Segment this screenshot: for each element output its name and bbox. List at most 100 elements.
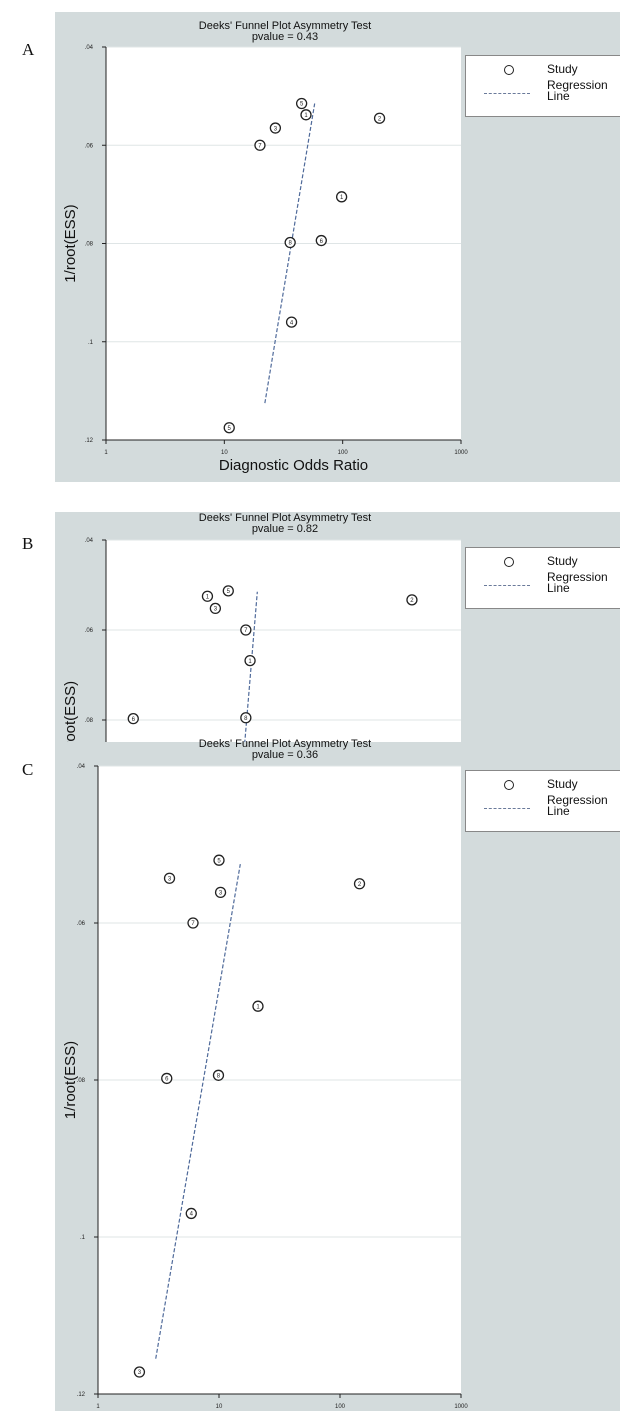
legend-study-label: Study	[547, 554, 578, 568]
study-marker	[163, 872, 176, 884]
x-tick-label: 10	[216, 1404, 223, 1410]
y-tick-label: .1	[88, 340, 94, 346]
study-label: 6	[132, 717, 136, 723]
study-point: 8	[212, 1069, 225, 1081]
y-tick-label: .04	[85, 538, 94, 544]
study-point: 5	[295, 97, 308, 110]
study-marker	[295, 97, 308, 110]
study-point: 1	[201, 590, 214, 602]
legend-regression-line	[484, 93, 530, 94]
study-point: 8	[284, 236, 296, 249]
x-tick-label: 1	[96, 1404, 100, 1410]
legend-regression-label: Regression Line	[547, 793, 608, 818]
plot-title: Deeks' Funnel Plot Asymmetry Test pvalue…	[135, 21, 435, 43]
study-marker	[201, 590, 214, 602]
study-point: 1	[335, 191, 348, 203]
y-axis-label: 1/root(ESS)	[62, 681, 79, 759]
regression-line	[264, 103, 316, 404]
study-label: 3	[274, 126, 278, 132]
study-point: 2	[353, 878, 366, 890]
regression-line	[233, 591, 258, 876]
title-line-1: Deeks' Funnel Plot Asymmetry Test	[198, 738, 372, 750]
study-marker	[127, 712, 139, 725]
study-marker	[213, 854, 225, 866]
title-line-2: pvalue = 0.82	[251, 523, 319, 535]
study-point: 7	[187, 917, 199, 929]
study-label: 4	[190, 1212, 194, 1218]
study-point: 6	[315, 234, 327, 247]
study-label: 7	[191, 921, 195, 927]
y-tick-label: .08	[85, 718, 94, 724]
title-line-2: pvalue = 0.43	[251, 31, 319, 43]
study-marker	[223, 422, 235, 434]
title-line-2: pvalue = 0.36	[251, 749, 319, 761]
study-point: 1	[252, 1000, 264, 1012]
legend-regression-line	[484, 585, 530, 586]
study-marker	[373, 112, 386, 124]
panel-letter: A	[22, 40, 35, 59]
study-point: 3	[133, 1366, 146, 1378]
study-marker	[406, 594, 418, 606]
study-marker	[240, 624, 252, 636]
study-point: 3	[269, 122, 282, 134]
study-point: 7	[254, 139, 266, 151]
study-marker	[353, 878, 366, 890]
plot-title: Deeks' Funnel Plot Asymmetry Test pvalue…	[135, 513, 435, 535]
legend-regression-line	[484, 808, 530, 809]
x-tick-label: 10	[221, 450, 228, 456]
y-axis-label: 1/root(ESS)	[62, 1041, 79, 1119]
legend-regression-label: Regression Line	[547, 78, 608, 103]
study-label: 1	[340, 195, 344, 201]
study-label: 2	[378, 116, 382, 122]
panel-letter: C	[22, 760, 34, 779]
plot-title: Deeks' Funnel Plot Asymmetry Test pvalue…	[135, 739, 435, 761]
study-marker	[269, 122, 282, 134]
study-point: 6	[161, 1072, 173, 1085]
study-marker	[133, 1366, 146, 1378]
legend-study-label: Study	[547, 62, 578, 76]
y-tick-label: .04	[77, 764, 86, 770]
title-line-1: Deeks' Funnel Plot Asymmetry Test	[198, 20, 372, 32]
study-point: 3	[214, 886, 227, 899]
y-tick-label: .12	[77, 1392, 86, 1398]
study-label: 3	[138, 1370, 142, 1376]
study-point: 5	[223, 422, 235, 434]
study-marker	[240, 712, 252, 724]
study-marker	[244, 654, 256, 667]
study-point: 4	[185, 1207, 197, 1220]
y-tick-label: .06	[85, 628, 94, 634]
y-tick-label: .04	[85, 45, 94, 51]
panel-letter: B	[22, 534, 34, 553]
study-point: 1	[244, 654, 256, 667]
study-marker	[315, 234, 327, 247]
study-marker	[214, 886, 227, 899]
study-marker	[284, 236, 296, 249]
study-label: 5	[227, 589, 231, 595]
study-marker	[335, 191, 348, 203]
y-tick-label: .08	[77, 1078, 86, 1084]
legend-study-marker	[504, 557, 514, 567]
study-label: 1	[206, 594, 210, 600]
study-marker	[222, 585, 234, 597]
y-tick-label: .1	[80, 1235, 86, 1241]
study-point: 2	[406, 594, 418, 606]
study-label: 6	[320, 239, 324, 245]
study-label: 5	[228, 426, 232, 432]
study-label: 1	[304, 113, 308, 119]
study-point: 2	[373, 112, 386, 124]
study-point: 1	[300, 109, 312, 121]
y-tick-label: .06	[77, 921, 86, 927]
study-marker	[209, 602, 222, 615]
study-label: 2	[410, 598, 414, 604]
study-marker	[285, 316, 298, 328]
study-point: 5	[222, 585, 234, 597]
study-label: 8	[217, 1073, 221, 1079]
x-tick-label: 100	[335, 1404, 346, 1410]
study-label: 2	[358, 882, 362, 888]
x-axis-label: Diagnostic Odds Ratio	[219, 457, 368, 474]
x-tick-label: 100	[338, 450, 349, 456]
study-label: 7	[244, 628, 248, 634]
legend: Study Regression Line	[465, 547, 620, 609]
